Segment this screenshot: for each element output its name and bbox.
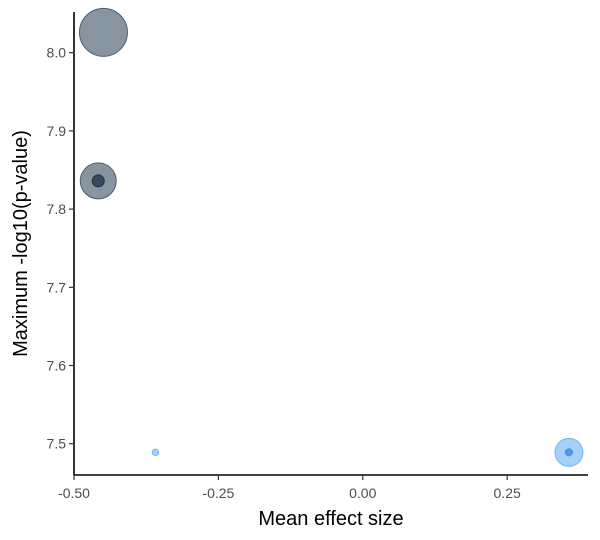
- y-axis-ticks: 7.5 7.6 7.7 7.8 7.9 8.0: [47, 45, 74, 452]
- y-tick-label: 7.7: [47, 279, 67, 295]
- x-axis-title: Mean effect size: [258, 508, 403, 530]
- data-point-5: [564, 448, 573, 457]
- data-point-2: [91, 174, 105, 188]
- y-tick-label: 7.6: [47, 358, 67, 374]
- x-tick-label: 0.25: [494, 485, 521, 501]
- x-tick-label: -0.50: [58, 485, 90, 501]
- x-axis-ticks: -0.50 -0.25 0.00 0.25: [58, 475, 521, 501]
- y-tick-label: 7.8: [47, 201, 67, 217]
- x-tick-label: 0.00: [349, 485, 376, 501]
- x-tick-label: -0.25: [202, 485, 234, 501]
- axes-layer: [73, 12, 588, 476]
- y-axis-title: Maximum -log10(p-value): [10, 130, 32, 357]
- points-layer: [78, 7, 584, 467]
- y-tick-label: 7.5: [47, 436, 67, 452]
- y-tick-label: 7.9: [47, 123, 67, 139]
- data-point-0: [78, 7, 128, 57]
- data-point-3: [151, 448, 160, 457]
- y-tick-label: 8.0: [47, 45, 67, 61]
